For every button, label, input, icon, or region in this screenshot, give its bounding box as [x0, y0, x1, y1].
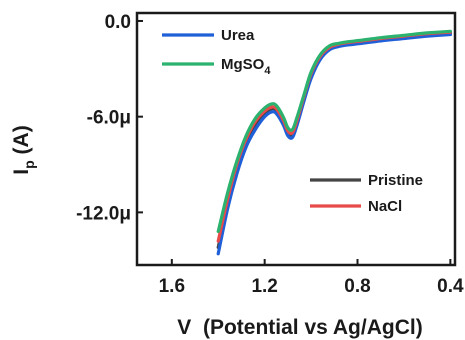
series-group: [216, 29, 452, 256]
y-tick-label: -6.0μ: [87, 108, 131, 129]
legend-label-mgso4-sub: 4: [264, 65, 271, 77]
y-axis-label-main: I: [10, 169, 33, 175]
x-tick-label: 0.4: [437, 276, 464, 297]
legend-bottom-right: Pristine NaCl: [310, 172, 423, 215]
ticks-group: 1.6 1.2 0.8 0.4 0.0 -6.0μ -12.0μ: [76, 12, 464, 297]
y-axis-label: Ip (A): [10, 125, 37, 174]
plot-frame: [135, 11, 457, 267]
y-axis-label-rest: (A): [10, 125, 33, 160]
x-tick-label: 1.6: [159, 276, 185, 297]
x-axis-label: V (Potential vs Ag/AgCl): [177, 316, 422, 339]
legend-label-urea: Urea: [221, 27, 255, 44]
legend-label-nacl: NaCl: [368, 198, 402, 215]
legend-label-mgso4-main: MgSO: [221, 56, 265, 73]
x-tick-label: 0.8: [344, 276, 370, 297]
x-tick-label: 1.2: [251, 276, 277, 297]
y-tick-label: -12.0μ: [76, 203, 131, 224]
y-axis-label-sub: p: [21, 160, 37, 169]
legend-label-mgso4: MgSO4: [221, 56, 271, 77]
legend-label-pristine: Pristine: [368, 172, 423, 189]
series-line-mgso4: [216, 29, 452, 234]
legend-top-left: Urea MgSO4: [162, 27, 271, 77]
y-tick-label: 0.0: [105, 12, 131, 33]
